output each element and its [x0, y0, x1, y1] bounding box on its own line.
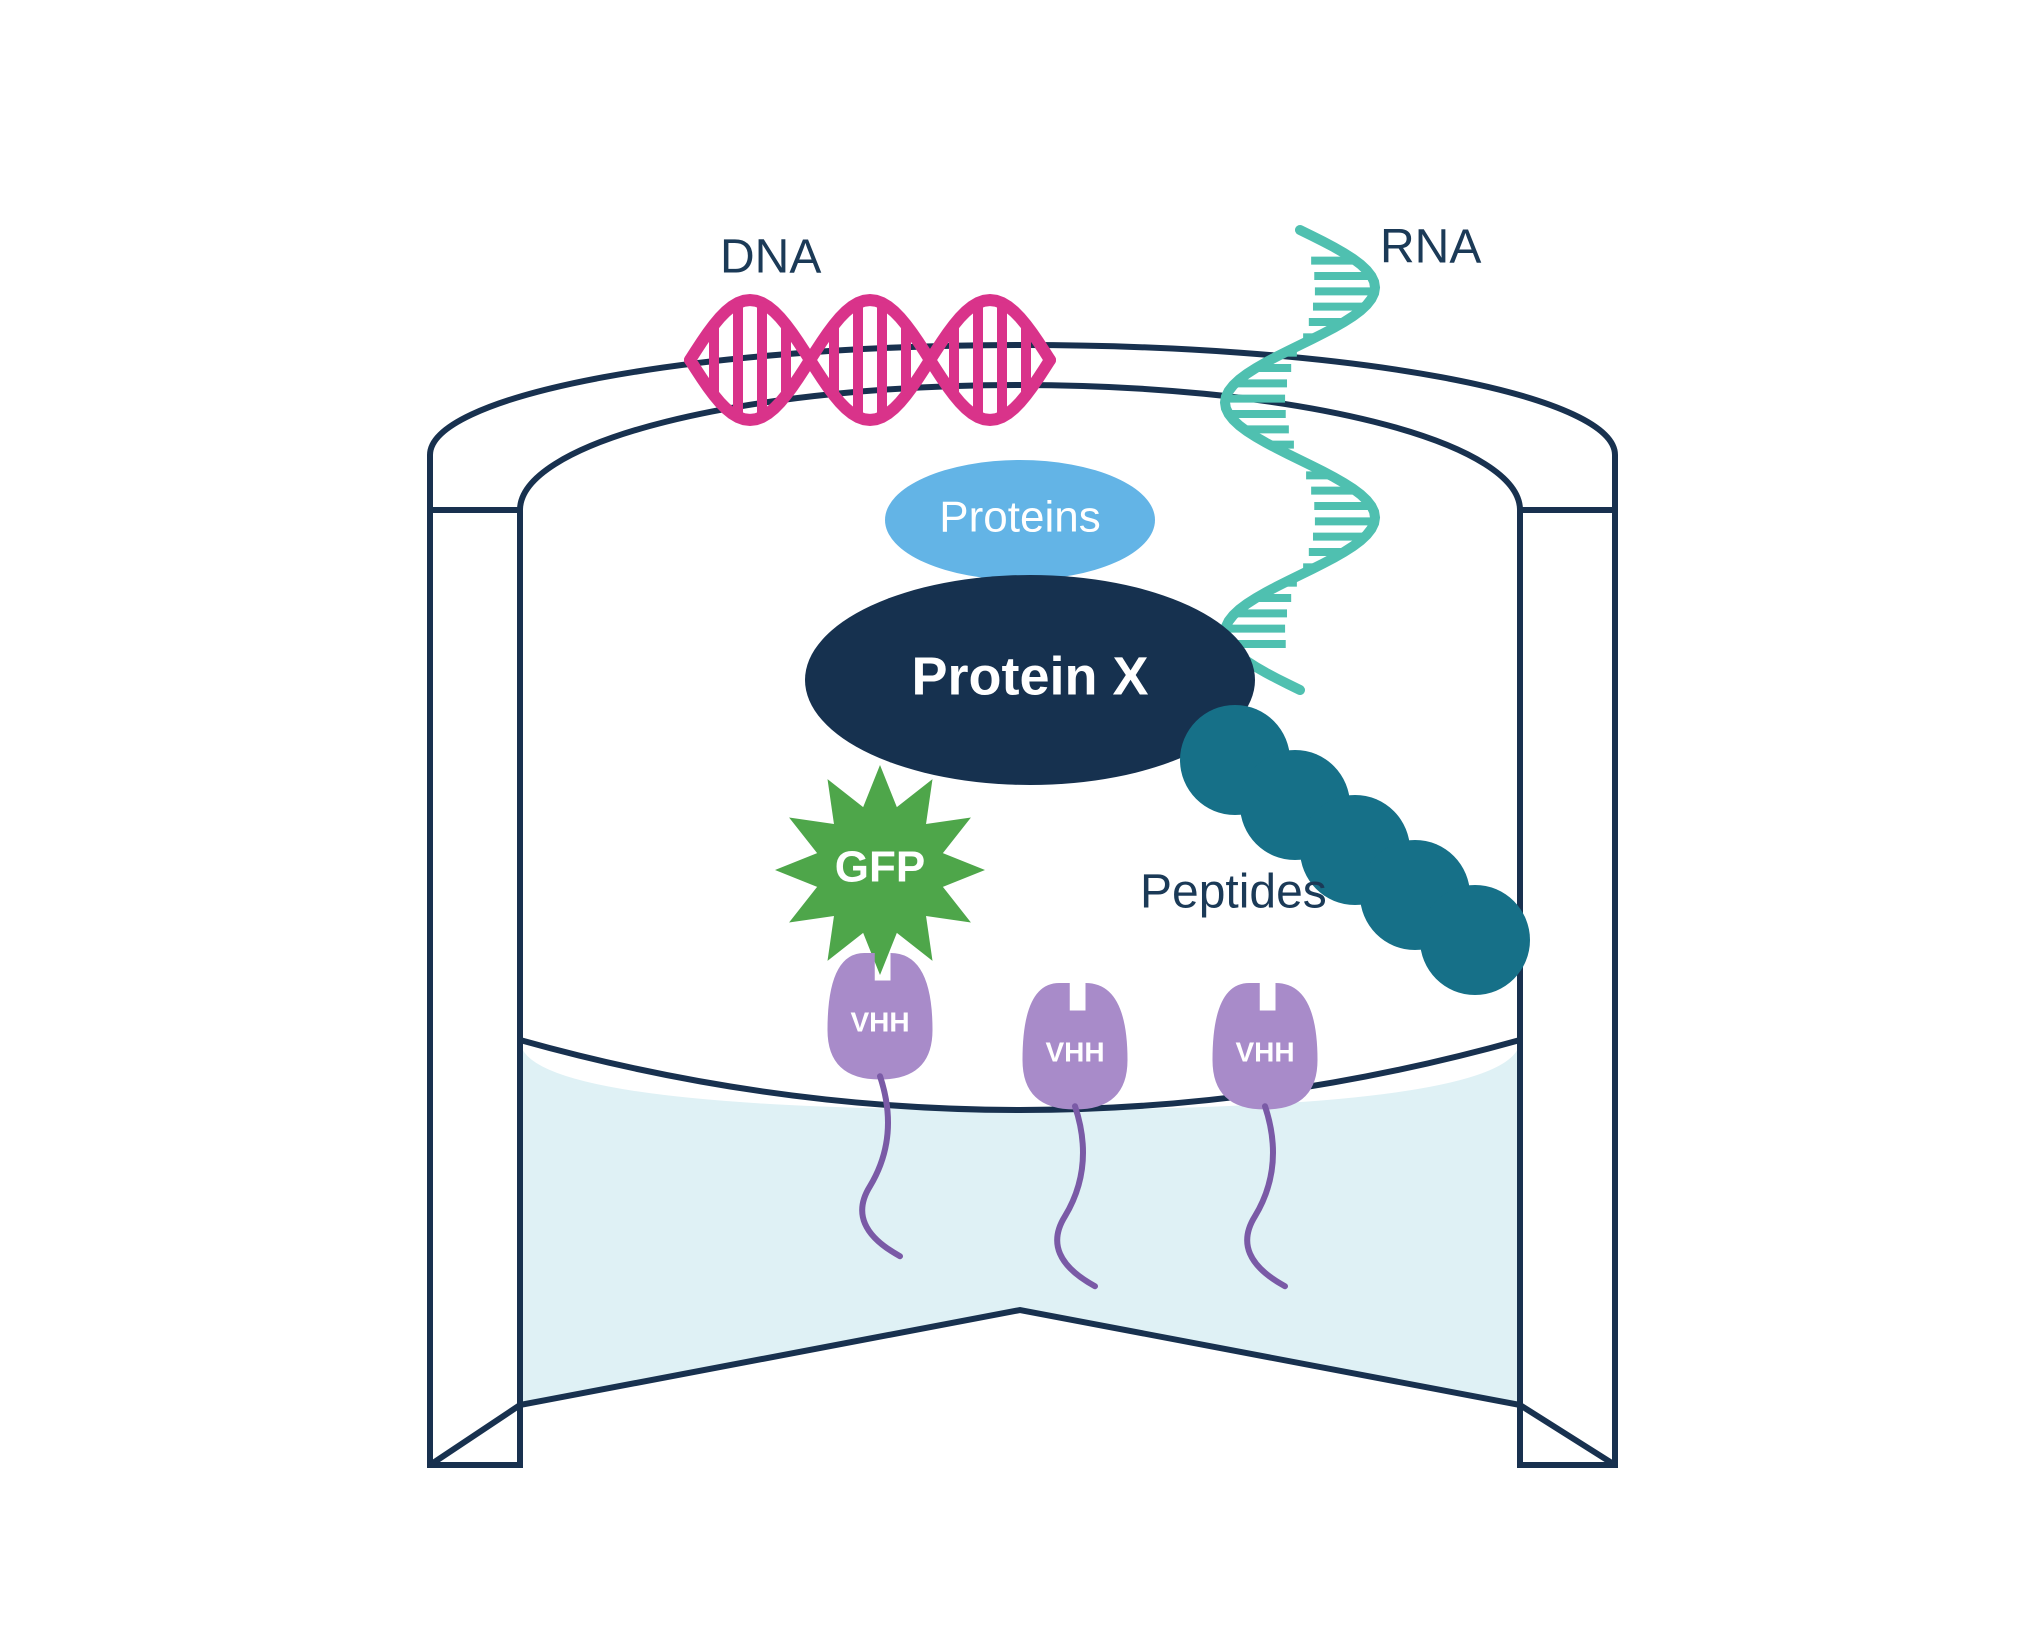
peptides-icon — [1180, 705, 1530, 995]
peptides-label: Peptides — [1140, 866, 1327, 919]
protein-x-label: Protein X — [911, 646, 1148, 706]
gfp-label: GFP — [835, 843, 925, 892]
rna-label: RNA — [1380, 221, 1481, 274]
dna-label: DNA — [720, 231, 821, 284]
proteins-label: Proteins — [939, 493, 1100, 542]
vhh-label: VHH — [1045, 1036, 1104, 1067]
liquid-fill — [520, 1040, 1520, 1405]
proteins-badge: Proteins — [885, 460, 1155, 580]
gfp-badge: GFP — [775, 765, 985, 975]
vhh-label: VHH — [1235, 1036, 1294, 1067]
vhh-label: VHH — [850, 1006, 909, 1037]
